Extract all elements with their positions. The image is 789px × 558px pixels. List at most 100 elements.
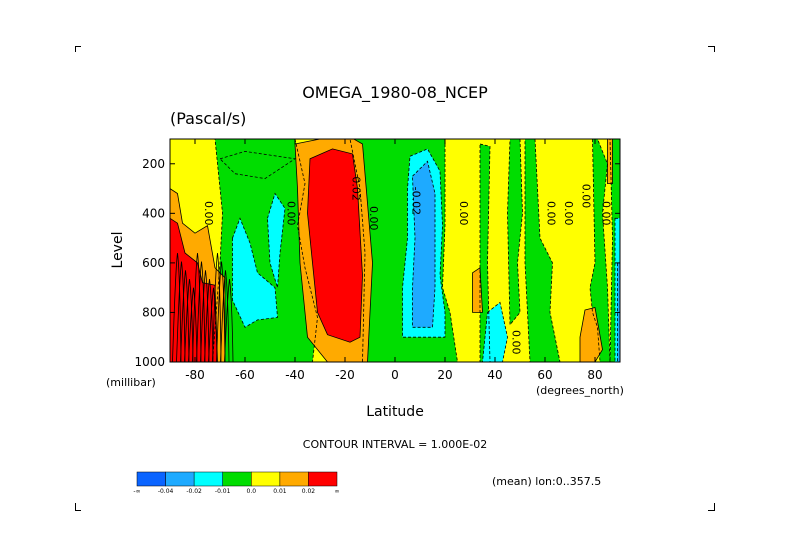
contour-line [579,307,603,362]
y-axis: 200 400 600 800 1000 [134,157,620,369]
antarctic-contour-line [184,278,194,362]
antarctic-contour-line [176,261,186,362]
x-unit-label: (degrees_north) [536,384,624,397]
colorbar-tick-label: ∞ [335,488,340,495]
x-tick-label: 20 [437,368,452,382]
x-tick-label: 60 [537,368,552,382]
colorbar-swatch [193,471,223,487]
colorbar-tick-label: -0.02 [186,488,202,495]
contour-line [307,148,363,343]
contour-line [614,217,620,362]
contour-region [580,307,603,362]
x-tick-label: 80 [587,368,602,382]
colorbar-swatch [251,471,281,487]
contour-label: 0.00 [285,201,298,226]
x-tick-label: 0 [391,368,399,382]
contour-label: 0.00 [580,184,593,209]
contour-line [349,139,458,362]
contour-line [479,143,491,362]
antarctic-contour-line [204,278,214,362]
contour-region [412,161,435,328]
colorbar-swatch [165,471,195,487]
contour-label: 0.00 [202,201,215,226]
x-tick-label: 40 [487,368,502,382]
contour-region [607,139,613,184]
colorbar-swatch [279,471,309,487]
crop-mark-top-left [75,46,81,52]
antarctic-contour-line [180,270,190,362]
contour-region [307,148,363,343]
contour-line [232,217,278,328]
x-axis: -80 -60 -40 -20 0 20 40 60 80 [185,139,603,382]
contour-line [170,188,226,362]
y-tick-label: 1000 [134,355,165,369]
contour-label: 0.00 [600,201,613,226]
x-tick-label: -40 [285,368,305,382]
antarctic-contour-line [192,252,202,362]
contour-line [267,192,286,288]
colorbar-tick-label: 0.01 [273,488,287,495]
contour-label: 0.00 [457,201,470,226]
contour-label: 0.00 [367,206,380,231]
contour-region [220,151,295,179]
antarctic-contour-line [188,287,198,362]
contour-region [267,193,285,288]
contour-label: 0.00 [562,201,575,226]
x-tick-label: -20 [335,368,355,382]
contour-line [402,148,446,338]
contour-interval-label: CONTOUR INTERVAL = 1.000E-02 [303,438,487,451]
contour-line [472,267,483,313]
colorbar-swatch [308,471,338,487]
colorbar-swatch [136,471,166,487]
colorbar-swatch [222,471,252,487]
colorbar: -∞ -0.04 -0.02 -0.01 0.0 0.01 0.02 ∞ [133,471,340,495]
antarctic-contour-line [216,261,226,362]
contour-line [294,139,373,362]
contour-label-layer: 0.00 0.00 0.02 0.00 -0.02 0.00 0.00 0.00 0.00 0.0… [202,176,613,354]
x-axis-label: Latitude [366,404,424,420]
crop-mark-top-right [708,46,715,52]
contour-region [232,218,278,328]
contour-region [525,139,560,362]
contour-region [507,139,523,325]
y-unit-label: (millibar) [106,376,156,389]
colorbar-tick-label: 0.0 [247,488,257,495]
y-tick-label: 600 [142,256,165,270]
antarctic-contour-lines [172,252,234,362]
contour-line [412,160,436,328]
colorbar-tick-label: -0.01 [215,488,231,495]
antarctic-contour-line [220,270,230,362]
y-axis-label: Level [110,232,126,269]
contour-line [219,150,297,180]
contour-line [524,139,561,362]
antarctic-contour-line [224,278,234,362]
y-tick-label: 400 [142,206,165,220]
contour-region [587,139,610,362]
contour-line [607,139,613,185]
contour-label: 0.00 [545,201,558,226]
crop-mark-bottom-left [75,503,81,511]
antarctic-contour-line [200,270,210,362]
contour-fill-layer [170,139,620,362]
crop-marks [75,46,715,511]
crop-mark-bottom-right [708,503,715,511]
contour-line [212,139,318,362]
contour-line-layer [170,139,620,362]
antarctic-contour-line [212,252,222,362]
y-tick-label: 200 [142,157,165,171]
contour-line [482,301,508,362]
colorbar-tick-label: 0.02 [302,488,316,495]
x-tick-label: -80 [185,368,205,382]
colorbar-tick-label: -∞ [133,488,140,495]
contour-label: 0.02 [350,176,363,201]
contour-line [507,139,523,326]
chart-title: OMEGA_1980-08_NCEP [302,83,488,103]
colorbar-tick-label: -0.04 [158,488,174,495]
contour-line [170,217,218,362]
contour-label: -0.02 [410,187,423,215]
contour-label: 0.00 [510,330,523,355]
x-tick-label: -60 [235,368,255,382]
antarctic-contour-line [196,261,206,362]
chart-units: (Pascal/s) [170,109,246,128]
